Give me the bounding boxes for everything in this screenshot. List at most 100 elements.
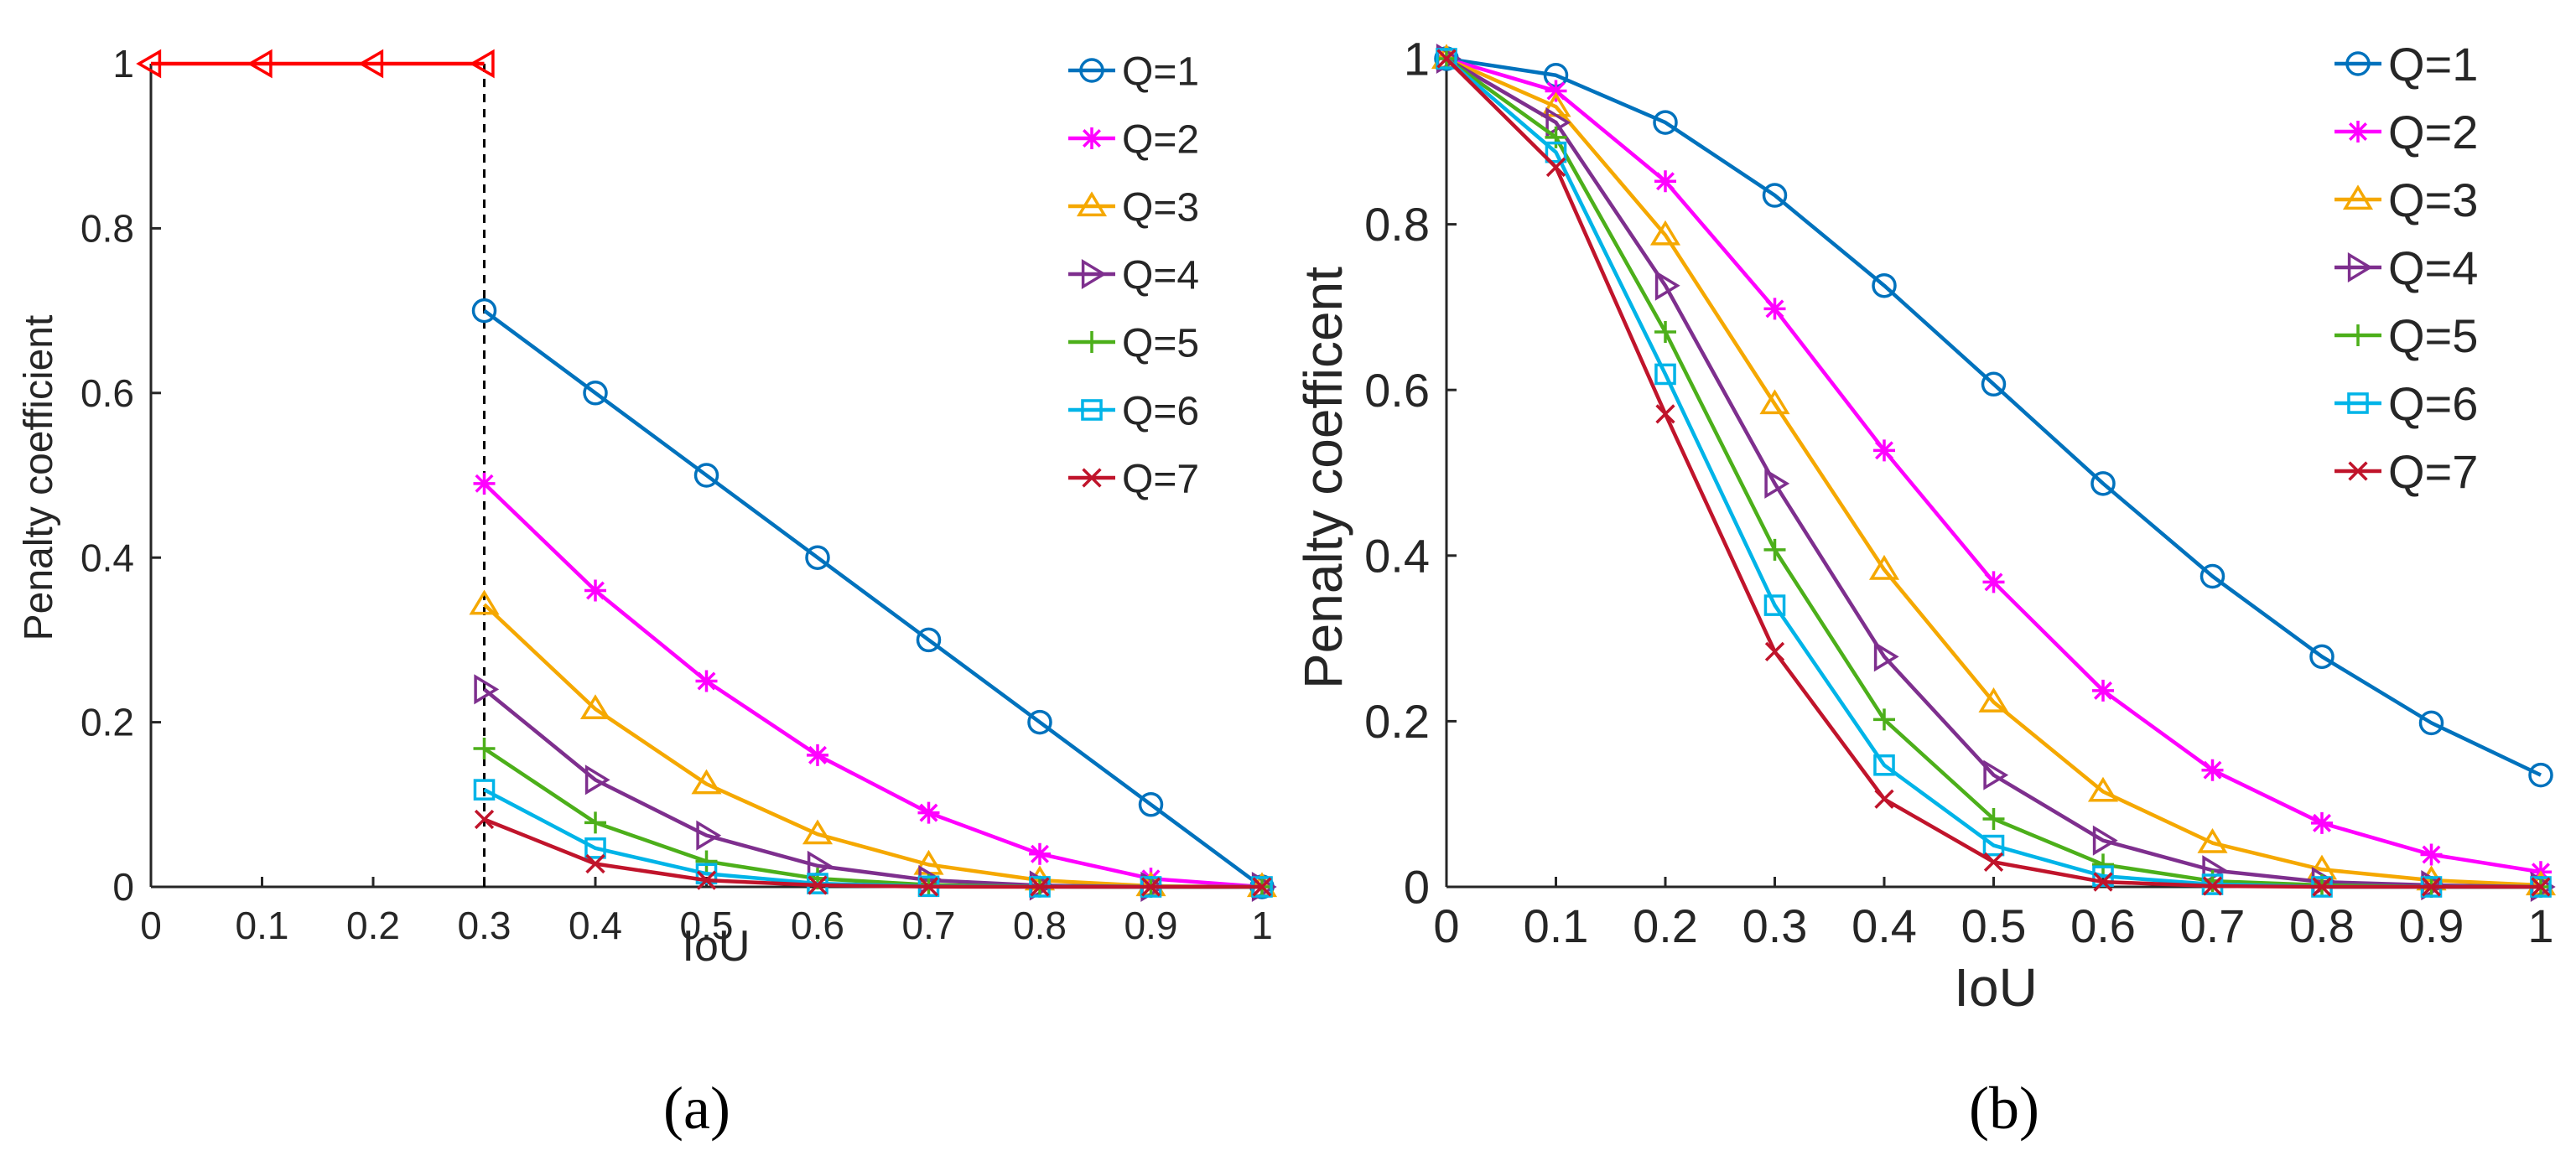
data-point-a [695, 863, 718, 885]
data-point-b [2197, 827, 2228, 853]
data-point-b [1764, 468, 1790, 499]
data-point-a [918, 877, 939, 897]
data-point-b [1655, 404, 1675, 424]
data-point-a [584, 811, 606, 834]
data-point-a [696, 820, 722, 851]
x-tick-label-b: 0.6 [2070, 899, 2136, 952]
y-tick-label-a: 0.6 [80, 371, 134, 415]
legend-label-a: Q=2 [1122, 117, 1199, 162]
data-point-b [1763, 298, 1786, 320]
x-tick-label-a: 0.3 [458, 904, 512, 947]
y-tick-label-a: 0.2 [80, 701, 134, 744]
x-tick-label-a: 0.4 [569, 904, 622, 947]
legend-label-a: Q=7 [1122, 457, 1199, 501]
data-point-a [473, 779, 496, 801]
legend-label-a: Q=6 [1122, 389, 1199, 433]
data-point-b [1982, 807, 2005, 830]
data-point-a [807, 850, 833, 881]
series-line-a [482, 482, 1263, 889]
panel-label-b: (b) [1969, 1075, 2039, 1142]
data-point-b [1654, 363, 1676, 386]
data-point-a [693, 463, 719, 488]
x-tick-label-a: 0.2 [346, 904, 400, 947]
data-point-b [2528, 762, 2553, 788]
x-tick-label-b: 0.9 [2399, 899, 2464, 952]
data-point-b [1654, 270, 1680, 301]
legend-label-a: Q=3 [1122, 185, 1199, 230]
chart-panel-a: Penalty coefficient IoU (a) 0 0.1 0.2 0.3 0.… [17, 42, 1278, 1142]
y-tick-label-a: 0 [112, 865, 134, 909]
x-tick-label-b: 0.5 [1961, 899, 2027, 952]
y-tick-label-b: 0.4 [1364, 529, 1430, 582]
data-point-b [2421, 877, 2442, 897]
legend-label-b: Q=3 [2388, 174, 2478, 226]
data-point-b [1436, 48, 1457, 70]
data-point-b [1983, 852, 2004, 872]
legend-label-b: Q=5 [2388, 309, 2478, 362]
legend-marker-a [1081, 331, 1103, 353]
data-point-a [1252, 877, 1272, 897]
data-point-b [1545, 157, 1566, 178]
series-line-b [1446, 56, 2542, 777]
data-point-a [585, 853, 605, 874]
y-tick-label-b: 1 [1404, 33, 1430, 86]
y-axis-label-a: Penalty coefficient [17, 315, 61, 641]
data-point-b [2093, 872, 2113, 892]
data-point-b [1763, 538, 1786, 561]
data-point-a [583, 381, 608, 406]
x-tick-label-a: 0.6 [791, 904, 844, 947]
data-point-b [2418, 710, 2444, 736]
legend-label-a: Q=5 [1122, 321, 1199, 365]
data-point-b [2090, 471, 2116, 496]
data-point-a [916, 627, 942, 653]
legend-label-b: Q=7 [2388, 445, 2478, 498]
legend-marker-b [2347, 251, 2373, 283]
data-point-a [695, 670, 718, 692]
data-point-b [2309, 644, 2334, 670]
data-point-a [1027, 709, 1052, 735]
data-point-b [1873, 708, 1895, 731]
legend-marker-a [1076, 191, 1108, 217]
data-point-b [1436, 49, 1457, 69]
data-point-b [1982, 834, 2005, 857]
data-point-b [2092, 865, 2114, 887]
data-point-b [1978, 687, 2009, 713]
x-tick-label-a: 0 [140, 904, 162, 947]
y-tick-label-a: 0.8 [80, 207, 134, 251]
legend-label-a: Q=4 [1122, 253, 1199, 298]
data-point-b [1545, 141, 1567, 163]
legend-label-a: Q=1 [1122, 49, 1199, 94]
series-line-a [482, 603, 1263, 889]
x-tick-label-a: 0.8 [1013, 904, 1067, 947]
data-point-b [1764, 641, 1785, 662]
data-point-a [696, 870, 717, 890]
x-tick-label-b: 1 [2527, 899, 2553, 952]
data-point-a [695, 850, 718, 873]
data-point-b [1873, 754, 1895, 776]
y-tick-label-a: 1 [112, 42, 134, 86]
data-point-b [1982, 571, 2005, 593]
data-point-b [2202, 876, 2223, 896]
data-point-a [917, 801, 940, 824]
data-point-a [474, 809, 495, 830]
legend-marker-a [1081, 127, 1103, 149]
data-point-a [358, 49, 384, 79]
x-tick-label-b: 0.8 [2289, 899, 2355, 952]
data-point-b [1868, 554, 1900, 580]
y-tick-label-b: 0 [1404, 861, 1430, 914]
legend-marker-b [2348, 461, 2368, 481]
data-point-b [2199, 563, 2225, 589]
data-point-a [808, 875, 828, 895]
data-point-b [1762, 183, 1788, 208]
panel-label-a: (a) [663, 1075, 730, 1142]
data-point-a [691, 769, 722, 795]
data-point-b [1763, 594, 1786, 616]
data-point-a [584, 579, 606, 602]
data-point-b [1983, 759, 2009, 790]
data-point-b [1654, 321, 1676, 344]
series-line-a [483, 817, 1262, 889]
data-point-b [1545, 107, 1571, 138]
data-point-a [802, 819, 834, 845]
data-point-a [469, 589, 500, 615]
